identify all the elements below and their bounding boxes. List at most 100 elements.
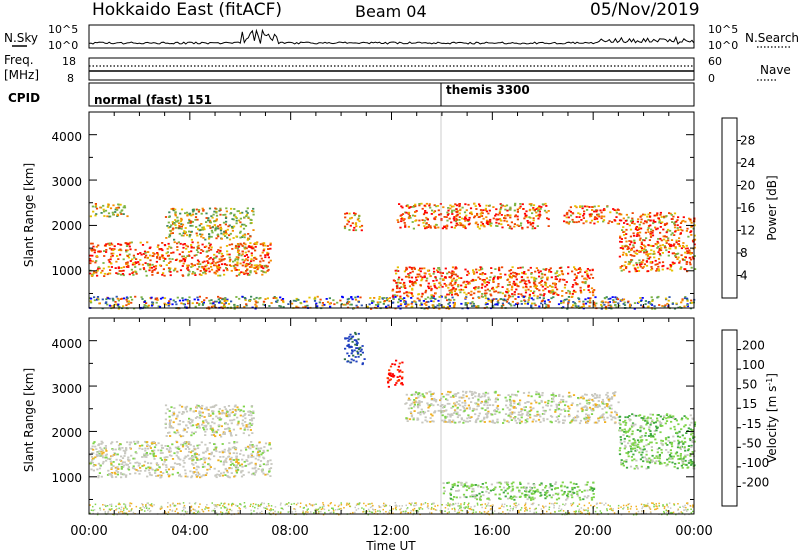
power-cell <box>211 258 215 261</box>
power-cell <box>471 305 474 307</box>
velocity-cell <box>670 416 673 419</box>
velocity-cell <box>619 423 622 426</box>
velocity-cell <box>214 474 217 477</box>
power-cell <box>325 298 328 300</box>
power-cell <box>675 239 678 242</box>
power-cell <box>629 235 632 238</box>
power-cell <box>260 265 264 267</box>
power-cell <box>228 234 231 237</box>
velocity-cell <box>198 458 201 461</box>
power-cell <box>462 289 465 291</box>
power-cell <box>507 294 511 297</box>
velocity-cell <box>541 413 544 415</box>
power-cell <box>105 251 108 253</box>
velocity-cell <box>229 432 232 435</box>
power-cell <box>398 298 401 301</box>
power-cell <box>181 251 184 253</box>
noise-right-tick-top: 10^5 <box>708 23 738 36</box>
velocity-cell <box>484 394 487 396</box>
velocity-cell <box>198 417 201 419</box>
power-cell <box>450 291 453 294</box>
power-cell <box>417 224 420 227</box>
velocity-cell <box>244 417 247 420</box>
power-cell <box>241 236 244 238</box>
power-cell <box>606 205 609 208</box>
power-cell <box>633 307 636 310</box>
velocity-cell <box>148 445 152 448</box>
power-cell <box>169 246 172 249</box>
power-cell <box>473 216 476 219</box>
velocity-cell <box>234 413 237 415</box>
power-cell <box>528 281 531 284</box>
velocity-cell <box>527 414 530 417</box>
velocity-cell <box>151 441 154 443</box>
velocity-cell <box>190 476 193 479</box>
power-cell <box>507 302 510 305</box>
power-cell <box>117 267 120 270</box>
velocity-cell <box>515 394 518 397</box>
velocity-cell <box>171 473 174 476</box>
velocity-cell <box>92 448 95 451</box>
power-cell <box>615 211 618 214</box>
velocity-cell <box>196 444 199 447</box>
power-cell <box>656 212 659 215</box>
power-cell <box>414 211 417 213</box>
velocity-cell <box>251 467 254 470</box>
power-cell <box>185 306 188 309</box>
velocity-cell <box>520 410 523 413</box>
power-cell <box>515 288 518 291</box>
power-cell <box>588 213 591 216</box>
velocity-cell <box>185 455 188 458</box>
power-cell <box>116 209 119 211</box>
velocity-cell <box>614 410 617 413</box>
power-cell <box>217 274 220 277</box>
power-cell <box>439 271 442 274</box>
power-cell <box>250 219 253 221</box>
power-cell <box>179 269 183 272</box>
power-cell <box>658 221 661 223</box>
velocity-cell <box>194 417 198 419</box>
power-cell <box>465 293 468 296</box>
power-cell <box>131 298 134 301</box>
power-cell <box>354 296 357 299</box>
velocity-cell <box>141 444 144 447</box>
velocity-cell <box>165 466 168 469</box>
power-cell <box>247 263 250 265</box>
velocity-cell <box>559 413 562 416</box>
power-cell <box>397 278 400 281</box>
velocity-cell <box>248 422 251 425</box>
power-cell <box>200 223 203 225</box>
power-cell <box>483 292 487 295</box>
power-cell <box>636 229 639 231</box>
power-cell <box>397 270 400 272</box>
velocity-cell <box>100 443 103 445</box>
power-cell <box>220 252 224 255</box>
power-cell <box>640 241 643 244</box>
power-cell <box>495 218 498 221</box>
power-cell <box>144 304 147 307</box>
velocity-cell <box>150 467 153 470</box>
power-cell <box>351 222 354 225</box>
power-cell <box>609 211 612 214</box>
velocity-cell <box>235 471 238 474</box>
power-cell <box>634 268 637 271</box>
power-cell <box>568 209 571 212</box>
power-cell <box>491 286 494 289</box>
power-cell <box>116 297 119 300</box>
power-cell <box>218 258 221 261</box>
velocity-cell <box>554 394 557 397</box>
power-cell <box>215 237 218 240</box>
power-cell <box>228 264 231 267</box>
power-cell <box>208 207 212 210</box>
velocity-cell <box>561 395 565 398</box>
power-cell <box>517 273 521 275</box>
velocity-cell <box>477 415 480 417</box>
power-cell <box>201 226 204 229</box>
power-cell <box>487 212 490 215</box>
power-cell <box>477 287 480 290</box>
power-cell <box>676 219 679 221</box>
velocity-cell <box>570 404 573 406</box>
power-cell <box>355 225 358 228</box>
power-cell <box>533 279 536 282</box>
